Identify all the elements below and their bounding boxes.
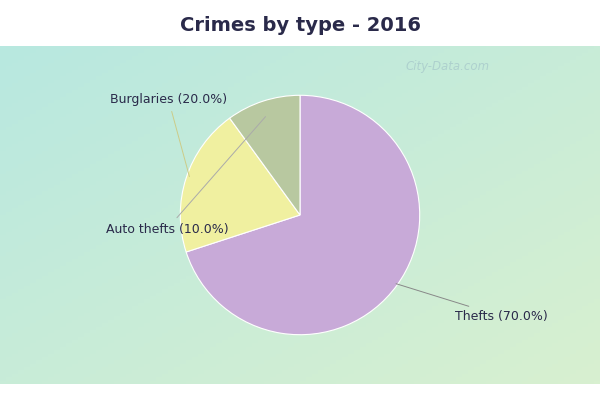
Wedge shape bbox=[230, 95, 300, 215]
Text: Burglaries (20.0%): Burglaries (20.0%) bbox=[110, 93, 227, 177]
Text: Auto thefts (10.0%): Auto thefts (10.0%) bbox=[106, 117, 266, 236]
Text: Thefts (70.0%): Thefts (70.0%) bbox=[396, 284, 548, 323]
Text: City-Data.com: City-Data.com bbox=[406, 60, 490, 73]
Wedge shape bbox=[180, 118, 300, 252]
Text: Crimes by type - 2016: Crimes by type - 2016 bbox=[179, 16, 421, 35]
Wedge shape bbox=[186, 95, 420, 335]
